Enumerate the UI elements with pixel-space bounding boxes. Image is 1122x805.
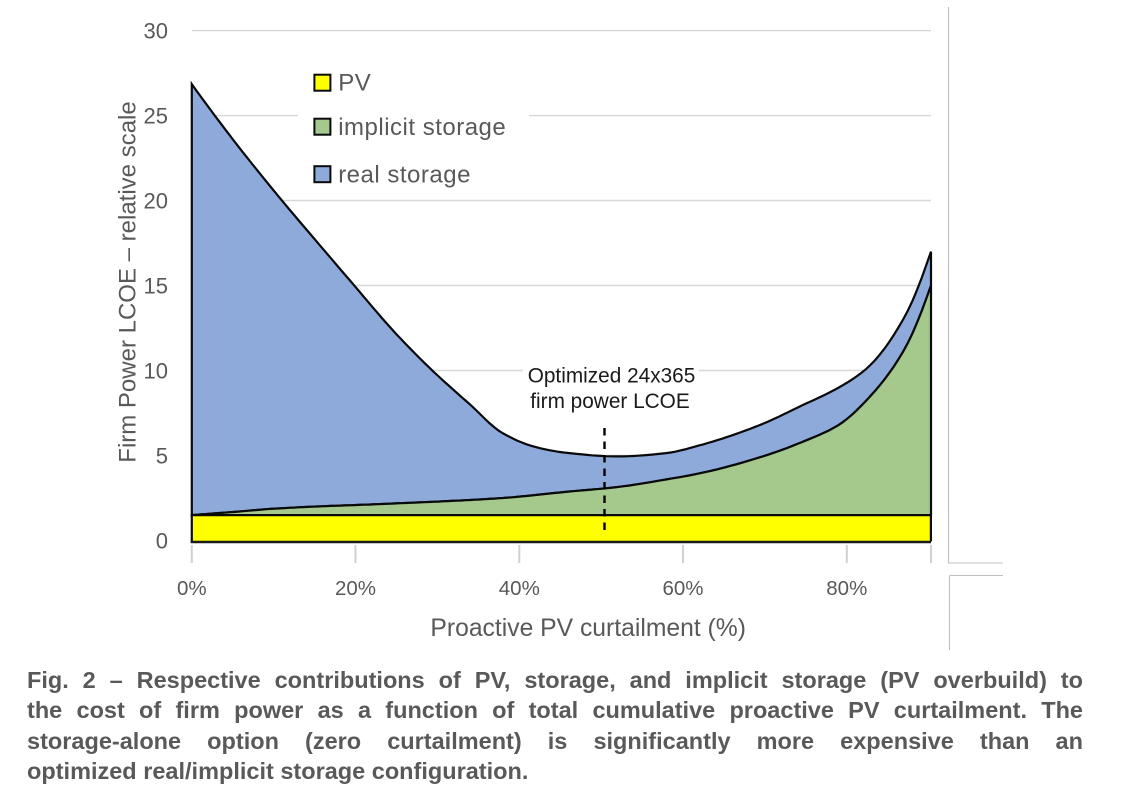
- svg-text:60%: 60%: [662, 577, 703, 600]
- svg-text:10: 10: [144, 358, 168, 383]
- svg-text:80%: 80%: [826, 577, 867, 600]
- svg-text:Optimized 24x365: Optimized 24x365: [528, 365, 696, 388]
- svg-text:Firm Power LCOE – relative sca: Firm Power LCOE – relative scale: [115, 101, 142, 462]
- svg-text:20: 20: [144, 188, 168, 213]
- svg-text:5: 5: [156, 443, 168, 468]
- svg-text:implicit storage: implicit storage: [338, 114, 506, 141]
- svg-text:40%: 40%: [499, 577, 540, 600]
- svg-text:firm power LCOE: firm power LCOE: [530, 390, 689, 413]
- svg-text:0%: 0%: [177, 577, 207, 600]
- svg-text:0: 0: [156, 529, 168, 554]
- svg-text:15: 15: [144, 273, 168, 298]
- svg-text:20%: 20%: [335, 577, 376, 600]
- svg-text:Proactive PV curtailment (%): Proactive PV curtailment (%): [430, 615, 746, 642]
- svg-text:real storage: real storage: [338, 162, 471, 189]
- svg-text:PV: PV: [338, 69, 371, 96]
- svg-text:25: 25: [144, 104, 168, 129]
- svg-text:30: 30: [144, 19, 168, 44]
